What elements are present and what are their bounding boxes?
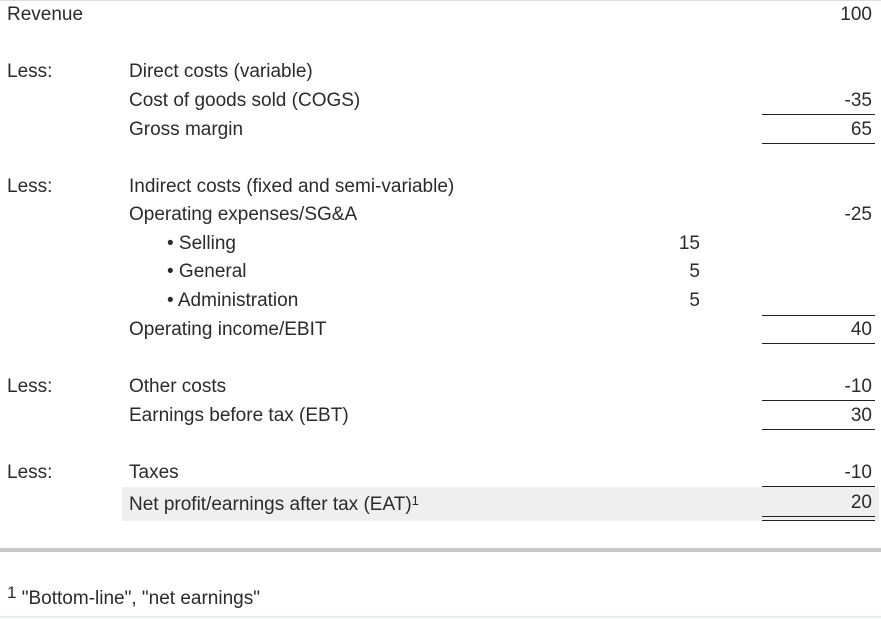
ebt-value: 30 [850,405,872,426]
less-label: Less: [7,462,53,483]
less-label: Less: [7,61,53,82]
net-profit-highlight [122,487,879,521]
selling-label: • Selling [167,233,236,254]
net-profit-value: 20 [850,492,872,513]
cogs-value: -35 [844,90,872,111]
opex-label: Operating expenses/SG&A [129,204,358,225]
other-costs-value: -10 [844,376,872,397]
rule [762,400,875,401]
revenue-label: Revenue [7,4,84,25]
rule [762,315,875,316]
direct-costs-heading: Direct costs (variable) [129,61,313,82]
revenue-value: 100 [840,4,872,25]
cogs-label: Cost of goods sold (COGS) [129,90,361,111]
footnote: 1 "Bottom-line", "net earnings" [7,583,260,609]
administration-value: 5 [689,290,700,311]
other-costs-label: Other costs [129,376,227,397]
ebt-label: Earnings before tax (EBT) [129,405,349,426]
ebit-label: Operating income/EBIT [129,319,327,340]
indirect-costs-heading: Indirect costs (fixed and semi-variable) [129,176,455,197]
rule [762,143,875,144]
ebit-value: 40 [850,319,872,340]
gross-margin-label: Gross margin [129,119,244,140]
general-value: 5 [689,261,700,282]
gross-margin-value: 65 [850,119,872,140]
rule [762,343,875,344]
bottom-border [0,616,881,618]
double-rule [762,516,875,521]
footnote-ref: 1 [411,493,419,508]
rule [762,429,875,430]
less-label: Less: [7,376,53,397]
rule [762,486,875,487]
net-profit-label: Net profit/earnings after tax (EAT)1 [129,493,419,515]
top-border [0,0,881,1]
opex-value: -25 [844,204,872,225]
general-label: • General [167,261,247,282]
taxes-value: -10 [844,462,872,483]
rule [762,114,875,115]
taxes-label: Taxes [129,462,179,483]
administration-label: • Administration [167,290,299,311]
less-label: Less: [7,176,53,197]
selling-value: 15 [678,233,700,254]
footnote-separator [0,548,881,552]
